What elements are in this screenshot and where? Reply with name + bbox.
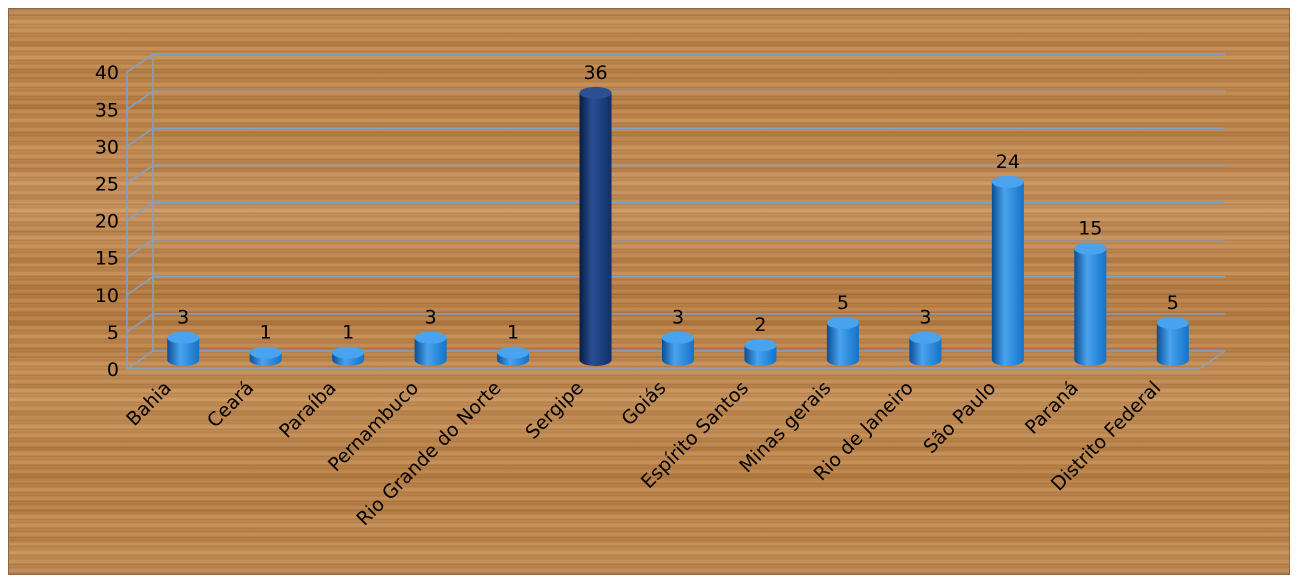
data-label: 3 [425, 307, 437, 329]
x-tick-label: São Paulo [919, 377, 1000, 458]
bar-top [497, 346, 530, 359]
x-tick-label: Goiás [617, 377, 670, 430]
bar [579, 86, 612, 366]
bar [1074, 242, 1107, 366]
bar [167, 331, 200, 366]
gridline-side [126, 201, 154, 222]
data-labels: 3 1 1 3 1 36 3 2 5 3 24 15 5 [177, 62, 1179, 344]
bar-body [1156, 322, 1189, 366]
bar-body [414, 337, 447, 366]
bar-body [167, 337, 200, 366]
bar-top [744, 339, 777, 352]
gridline-side [126, 90, 154, 110]
gridline-side [126, 239, 154, 259]
bar [909, 331, 942, 366]
x-tick-label: Sergipe [521, 377, 588, 444]
bar [662, 331, 694, 366]
bar [1156, 316, 1189, 366]
x-tick-label: Paraná [1021, 377, 1083, 439]
bar-top [826, 316, 859, 329]
y-tick-label: 0 [107, 359, 119, 381]
bar-top [414, 331, 447, 344]
x-tick-label: Paraíba [275, 377, 341, 443]
x-tick-label: Rio Grande do Norte [352, 377, 505, 530]
y-tick-label: 15 [95, 248, 119, 270]
x-tick-label: Ceará [203, 377, 258, 432]
data-label: 1 [342, 322, 354, 344]
gridline-side [126, 164, 154, 185]
bar-top [991, 175, 1024, 188]
bar-body [991, 181, 1024, 366]
y-tick-label: 20 [95, 211, 119, 233]
data-label: 36 [583, 62, 607, 84]
gridline-side [126, 313, 154, 333]
data-label: 3 [919, 307, 931, 329]
bar-body [744, 345, 777, 366]
floor-right-edge [1198, 350, 1226, 370]
x-tick-label: Bahia [122, 377, 175, 430]
data-label: 2 [754, 314, 766, 336]
y-tick-label: 10 [95, 285, 119, 307]
bar [414, 331, 447, 366]
bar [991, 175, 1024, 366]
y-tick-label: 35 [95, 99, 119, 121]
bar-top [909, 331, 942, 344]
data-label: 15 [1078, 218, 1102, 240]
bar-body [662, 337, 694, 366]
data-label: 3 [672, 307, 684, 329]
bar [497, 346, 530, 366]
bar-top [249, 346, 282, 359]
bar-body [826, 322, 859, 366]
y-axis: 0 5 10 15 20 25 30 35 40 [95, 62, 119, 381]
bar [744, 339, 777, 366]
data-label: 1 [260, 322, 272, 344]
bar [332, 346, 365, 366]
gridline-side [126, 276, 154, 296]
bar [249, 346, 282, 366]
data-label: 1 [507, 322, 519, 344]
bar-top [579, 86, 612, 99]
bars [167, 86, 1189, 366]
bar-top [1156, 316, 1189, 329]
bar-body [1074, 248, 1107, 366]
y-tick-label: 30 [95, 136, 119, 158]
bar-top [332, 346, 365, 359]
gridline-side [126, 350, 154, 370]
y-tick-label: 40 [95, 62, 119, 84]
bar-top [662, 331, 694, 344]
bar [826, 316, 859, 366]
data-label: 24 [996, 151, 1020, 173]
data-label: 5 [1167, 292, 1179, 314]
gridline-side [126, 53, 154, 73]
chart-area: 0 5 10 15 20 25 30 35 40 3 1 1 3 1 36 3 2 5 3 24 15 5 Bahia C… [8, 8, 1290, 575]
gridline-side [126, 127, 154, 148]
data-label: 3 [177, 307, 189, 329]
y-tick-label: 25 [95, 174, 119, 196]
bar-top [1074, 242, 1107, 255]
gridlines [126, 53, 1226, 370]
data-label: 5 [837, 292, 849, 314]
y-tick-label: 5 [107, 322, 119, 344]
bar-body [579, 92, 612, 366]
bar-top [167, 331, 200, 344]
bar-body [909, 337, 942, 366]
